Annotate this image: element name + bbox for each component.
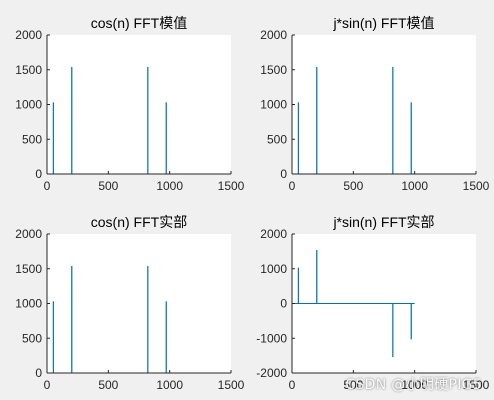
- y-tick-label: 0: [35, 167, 42, 181]
- chart-title: cos(n) FFT模值: [91, 15, 187, 31]
- x-tick-label: 1000: [156, 179, 183, 193]
- x-tick-label: 500: [98, 378, 118, 392]
- y-tick-label: 1500: [15, 63, 42, 77]
- y-tick-label: 2000: [15, 227, 42, 241]
- y-tick-label: -1000: [256, 331, 287, 345]
- y-tick-label: 500: [267, 132, 287, 146]
- x-tick-label: 1000: [156, 378, 183, 392]
- x-tick-label: 0: [289, 179, 296, 193]
- axes-background: [292, 35, 476, 174]
- y-tick-label: 0: [280, 167, 287, 181]
- watermark: CSDN @小明硬PIG5: [345, 377, 482, 393]
- y-tick-label: 2000: [15, 28, 42, 42]
- y-tick-label: 1500: [260, 63, 287, 77]
- subplot-4: 0 500 1000 1500 -2000 -1000 0 1000 2000 j*sin(n) …: [256, 214, 489, 392]
- y-tick-label: 1500: [15, 262, 42, 276]
- subplot-3: 0 500 1000 1500 0 500 1000 1500 2000 cos(n) FFT实部: [15, 214, 244, 392]
- x-tick-label: 500: [343, 378, 363, 392]
- subplot-2: 0 500 1000 1500 0 500 1000 1500 2000 j*sin(n) FFT…: [260, 15, 489, 193]
- y-tick-label: 2000: [260, 28, 287, 42]
- y-tick-label: 500: [22, 331, 42, 345]
- x-tick-label: 0: [289, 378, 296, 392]
- y-tick-label: -2000: [256, 366, 287, 380]
- axes-background: [47, 234, 231, 373]
- axes-background: [47, 35, 231, 174]
- x-tick-label: 1000: [401, 378, 428, 392]
- x-tick-label: 1500: [218, 378, 245, 392]
- y-tick-label: 0: [280, 297, 287, 311]
- x-tick-label: 1500: [463, 179, 490, 193]
- y-tick-label: 1000: [260, 262, 287, 276]
- x-tick-label: 500: [98, 179, 118, 193]
- x-tick-label: 1500: [463, 378, 490, 392]
- y-tick-label: 1000: [260, 98, 287, 112]
- x-tick-label: 0: [44, 378, 51, 392]
- subplot-1: 0 500 1000 1500 0 500 1000 1500 2000 cos(n) FFT模值: [15, 15, 244, 193]
- x-tick-label: 500: [343, 179, 363, 193]
- y-tick-label: 1000: [15, 98, 42, 112]
- chart-title: j*sin(n) FFT模值: [332, 15, 434, 31]
- x-tick-label: 0: [44, 179, 51, 193]
- y-tick-label: 2000: [260, 227, 287, 241]
- chart-title: cos(n) FFT实部: [91, 214, 187, 230]
- chart-title: j*sin(n) FFT实部: [332, 214, 434, 230]
- y-tick-label: 500: [22, 132, 42, 146]
- x-tick-label: 1000: [401, 179, 428, 193]
- y-tick-label: 0: [35, 366, 42, 380]
- y-tick-label: 1000: [15, 297, 42, 311]
- x-tick-label: 1500: [218, 179, 245, 193]
